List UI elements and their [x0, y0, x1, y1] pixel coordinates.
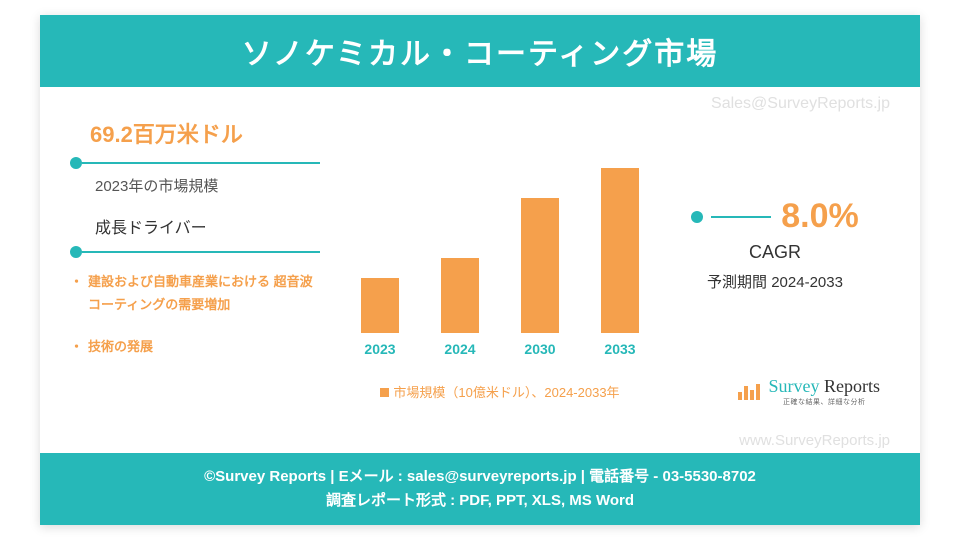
drivers-title: 成長ドライバー: [95, 214, 320, 238]
logo-bars-icon: [738, 384, 760, 400]
bar: [361, 278, 399, 333]
brand-logo: Survey Reports 正確な結果、詳細な分析: [738, 376, 880, 407]
divider-dot: [70, 157, 82, 169]
bar: [601, 168, 639, 333]
bar-group: 2023: [350, 278, 410, 357]
watermark-email: Sales@SurveyReports.jp: [711, 95, 890, 113]
right-column: 8.0% CAGR 予測期間 2024-2033: [660, 197, 890, 292]
cagr-value: 8.0%: [781, 197, 859, 236]
body-area: Sales@SurveyReports.jp www.SurveyReports…: [40, 87, 920, 457]
left-column: 69.2百万米ドル 2023年の市場規模 成長ドライバー 建設および自動車産業に…: [70, 117, 320, 376]
legend-text: 市場規模（10億米ドル）、2024-2033年: [393, 385, 619, 400]
bar-label: 2024: [444, 341, 475, 357]
bars-row: 2023 2024 2030 2033: [340, 167, 660, 357]
page-title: ソノケミカル・コーティング市場: [242, 38, 718, 71]
divider-2: [70, 246, 320, 258]
cagr-label: CAGR: [660, 242, 890, 263]
bar-label: 2023: [364, 341, 395, 357]
market-size-label: 2023年の市場規模: [95, 175, 320, 196]
bar-label: 2033: [604, 341, 635, 357]
legend-square-icon: [380, 388, 389, 397]
bar-group: 2030: [510, 198, 570, 357]
bar-label: 2030: [524, 341, 555, 357]
chart-legend: 市場規模（10億米ドル）、2024-2033年: [340, 382, 660, 401]
brand-text: Survey Reports 正確な結果、詳細な分析: [769, 376, 881, 407]
bar: [441, 258, 479, 333]
watermark-url: www.SurveyReports.jp: [739, 432, 890, 449]
brand-tagline: 正確な結果、詳細な分析: [769, 397, 881, 407]
bar-group: 2024: [430, 258, 490, 357]
bar-group: 2033: [590, 168, 650, 357]
forecast-period: 予測期間 2024-2033: [660, 271, 890, 292]
divider-1: [70, 157, 320, 169]
cagr-line: 8.0%: [660, 197, 890, 236]
bar: [521, 198, 559, 333]
market-size-value: 69.2百万米ドル: [90, 117, 320, 149]
divider-dot: [70, 246, 82, 258]
driver-item: 建設および自動車産業における 超音波コーティングの需要増加: [70, 270, 320, 317]
cagr-rule: [711, 216, 771, 218]
driver-item: 技術の発展: [70, 335, 320, 358]
bar-chart: 2023 2024 2030 2033 市場規模（10億米ドル）、2024-2033年: [340, 167, 660, 417]
footer-line-2: 調査レポート形式 : PDF, PPT, XLS, MS Word: [40, 489, 920, 513]
cagr-dot-icon: [691, 211, 703, 223]
divider-rule: [82, 162, 320, 164]
title-bar: ソノケミカル・コーティング市場: [40, 15, 920, 87]
drivers-list: 建設および自動車産業における 超音波コーティングの需要増加 技術の発展: [70, 270, 320, 358]
infographic-card: ソノケミカル・コーティング市場 Sales@SurveyReports.jp w…: [40, 15, 920, 525]
footer-bar: ©Survey Reports | Eメール : sales@surveyrep…: [40, 453, 920, 525]
brand-name: Survey Reports: [769, 376, 881, 397]
divider-rule: [82, 251, 320, 253]
footer-line-1: ©Survey Reports | Eメール : sales@surveyrep…: [40, 465, 920, 489]
